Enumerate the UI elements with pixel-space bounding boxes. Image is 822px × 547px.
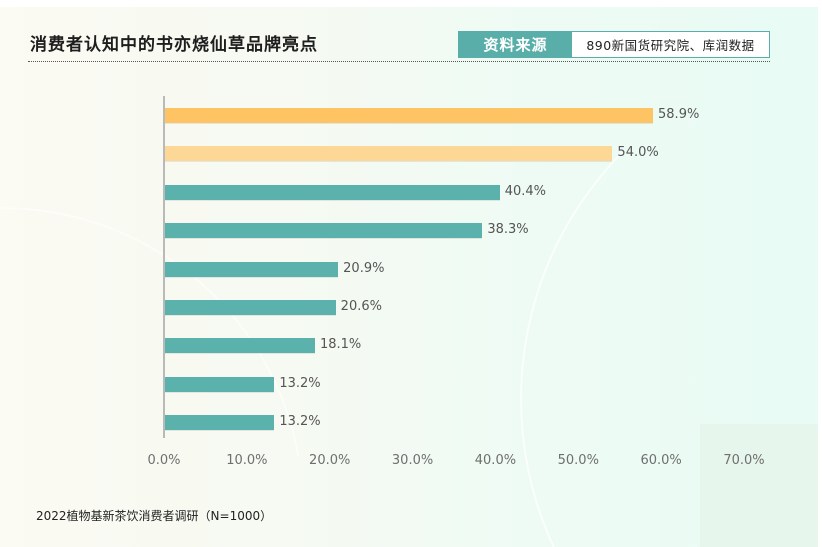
value-label: 20.6%	[340, 299, 382, 314]
x-tick-label: 70.0%	[723, 453, 765, 468]
source-label: 资料来源	[459, 32, 572, 57]
x-tick-label: 50.0%	[557, 453, 599, 468]
bar	[165, 108, 654, 123]
chart-background	[0, 7, 818, 547]
bar	[165, 146, 613, 161]
value-label: 13.2%	[279, 414, 321, 429]
x-tick-label: 20.0%	[309, 453, 351, 468]
x-tick-label: 10.0%	[226, 453, 268, 468]
title-divider	[28, 61, 770, 62]
bar	[165, 262, 339, 277]
value-label: 13.2%	[279, 376, 321, 391]
bar	[165, 185, 500, 200]
y-axis-line	[163, 96, 165, 438]
chart-title: 消费者认知中的书亦烧仙草品牌亮点	[30, 35, 318, 55]
bar	[165, 300, 336, 315]
value-label: 38.3%	[487, 222, 529, 237]
value-label: 40.4%	[504, 184, 547, 199]
x-tick-label: 40.0%	[474, 453, 517, 468]
value-label: 58.9%	[658, 107, 700, 122]
bar	[165, 338, 315, 353]
source-value: 890新国货研究院、库润数据	[586, 38, 755, 53]
x-tick-label: 60.0%	[640, 453, 682, 468]
value-label: 18.1%	[319, 337, 362, 352]
corner-tint	[700, 424, 818, 547]
bar	[165, 223, 483, 238]
x-tick-label: 30.0%	[391, 453, 434, 468]
x-tick-label: 0.0%	[147, 453, 181, 468]
footnote: 2022植物基新茶饮消费者调研（N=1000）	[36, 509, 273, 523]
bar	[165, 377, 275, 392]
bar	[165, 415, 275, 430]
value-label: 20.9%	[343, 261, 385, 276]
source-box: 资料来源 890新国货研究院、库润数据	[458, 31, 770, 58]
value-label: 54.0%	[617, 145, 659, 160]
